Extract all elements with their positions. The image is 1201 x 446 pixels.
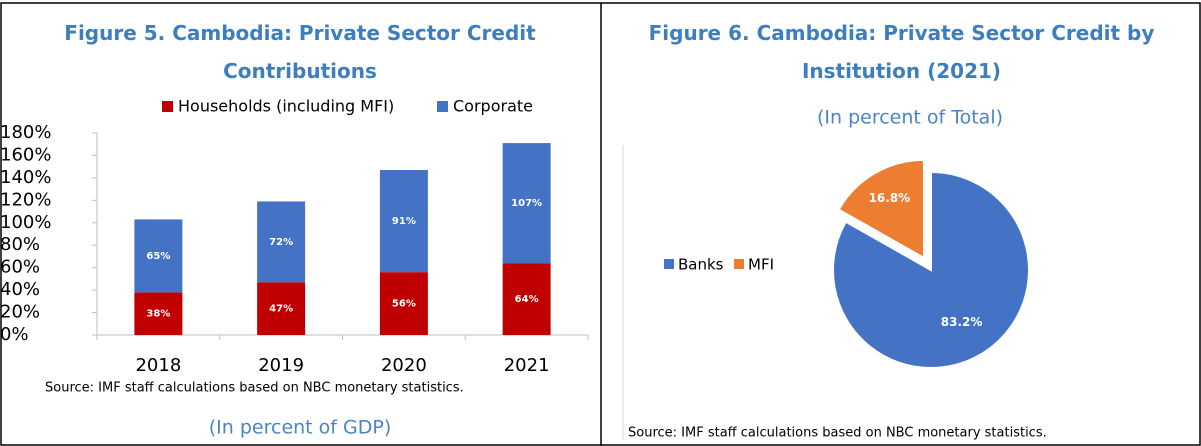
bar (379, 272, 428, 335)
subtitle: (In percent of GDP) (209, 417, 392, 439)
bar (502, 263, 551, 335)
data-label: 72% (269, 237, 293, 248)
data-label: 56% (392, 299, 416, 310)
y-tick-label: 100% (0, 212, 51, 233)
data-label: 38% (146, 309, 170, 320)
legend-swatch (664, 259, 674, 269)
pie-slice (837, 158, 925, 260)
legend-label: Corporate (453, 97, 533, 116)
pie-slice (832, 170, 1030, 369)
x-tick-label: 2019 (258, 355, 304, 376)
y-tick-label: 40% (0, 279, 40, 300)
chart-title: Figure 5. Cambodia: Private Sector Credi… (64, 21, 536, 83)
data-label: 47% (269, 304, 293, 315)
subtitle: (In percent of Total) (817, 107, 1003, 129)
bar (257, 201, 306, 283)
legend-swatch (162, 101, 173, 112)
data-label: 83.2% (941, 315, 983, 329)
y-tick-label: 140% (0, 167, 51, 188)
source: Source: IMF staff calculations based on … (45, 381, 464, 396)
data-label: 65% (146, 251, 170, 262)
data-label: 64% (515, 294, 539, 305)
y-tick-label: 180% (0, 122, 51, 143)
x-tick-label: 2018 (135, 355, 181, 376)
x-tick-label: 2021 (504, 355, 550, 376)
bar (257, 282, 306, 335)
bar (134, 292, 183, 335)
y-tick-label: 0% (0, 324, 29, 345)
legend-label: MFI (748, 256, 774, 274)
y-tick-label: 20% (0, 302, 40, 323)
legend-swatch (437, 101, 448, 112)
data-label: 16.8% (869, 191, 911, 205)
chart-title: Figure 6. Cambodia: Private Sector Credi… (648, 21, 1155, 83)
y-tick-label: 160% (0, 144, 51, 165)
bar (134, 219, 183, 293)
y-tick-label: 80% (0, 234, 40, 255)
bar (502, 143, 551, 264)
data-label: 107% (511, 198, 542, 209)
legend-label: Households (including MFI) (178, 97, 394, 116)
source: Source: IMF staff calculations based on … (628, 426, 1047, 441)
legend-swatch (734, 259, 744, 269)
data-label: 91% (392, 216, 416, 227)
x-tick-label: 2020 (381, 355, 427, 376)
y-tick-label: 120% (0, 189, 51, 210)
y-tick-label: 60% (0, 257, 40, 278)
bar (379, 170, 428, 273)
legend-label: Banks (678, 256, 724, 274)
